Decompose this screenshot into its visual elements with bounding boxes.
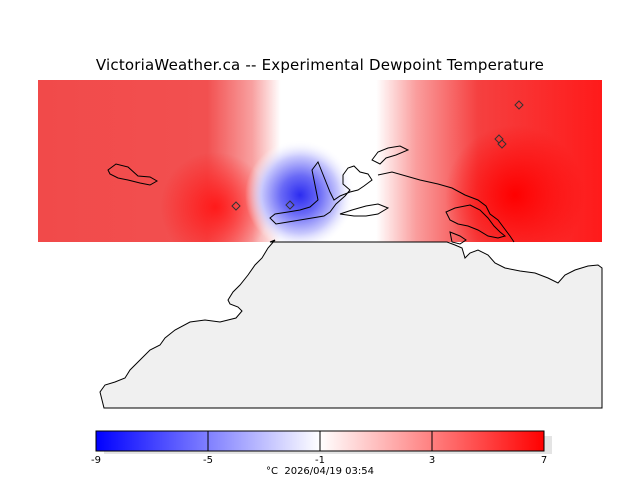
colorbar-tick: -9: [91, 455, 101, 466]
stations: [231, 100, 524, 211]
coastlines: [107, 145, 515, 245]
station-north-1[interactable]: [514, 100, 524, 110]
dewpoint-field: [38, 80, 602, 242]
units-label: °C: [266, 466, 278, 477]
colorbar-tick: -1: [315, 455, 325, 466]
units-timestamp: °C 2026/04/19 03:54: [0, 466, 640, 477]
colorbar-tick: 7: [540, 455, 548, 466]
timestamp: 2026/04/19 03:54: [284, 466, 374, 477]
station-victoria[interactable]: [285, 200, 295, 210]
land-mass: [99, 239, 603, 409]
map-title: VictoriaWeather.ca -- Experimental Dewpo…: [95, 56, 545, 74]
station-west[interactable]: [231, 201, 241, 211]
station-vancouver[interactable]: [497, 139, 507, 149]
colorbar-tick: -5: [203, 455, 213, 466]
colorbar: [95, 430, 552, 454]
colorbar-tick: 3: [428, 455, 436, 466]
